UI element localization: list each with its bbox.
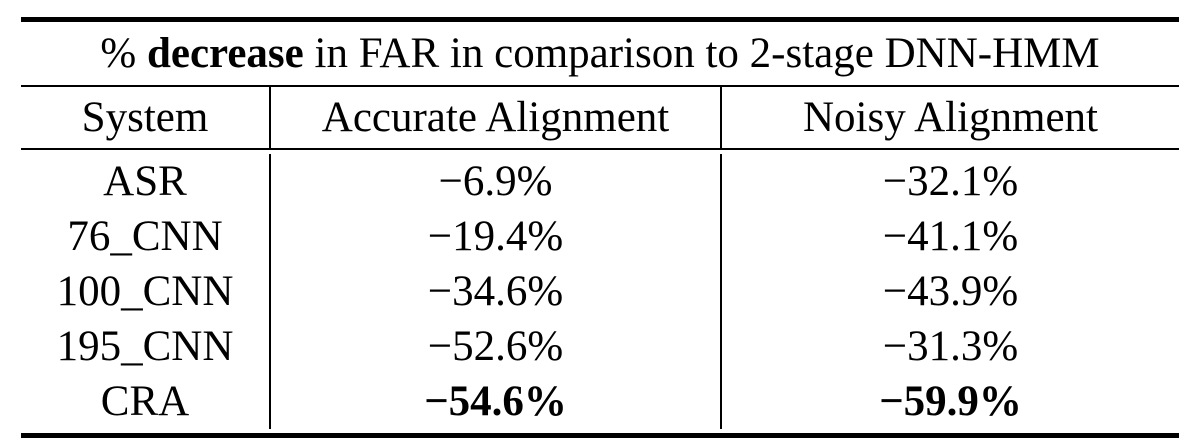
row-system-cell: 76_CNN [67,213,223,260]
table-body: ASR −6.9% −32.1% 76_CNN −19.4% −41.1% 100_CNN −… [21,150,1179,433]
bottom-rule [21,433,1179,438]
row-system-cell: 195_CNN [56,323,234,370]
caption-bold-word: decrease [146,30,304,77]
header-row: System Accurate Alignment Noisy Alignmen… [21,87,1179,148]
row-accurate-cell: −52.6% [269,319,720,374]
header-system: System [81,94,209,141]
caption-prefix: % [100,30,137,77]
header-rule [21,148,1179,150]
row-accurate-cell: −54.6% [269,374,720,429]
row-noisy-cell: −32.1% [720,154,1179,209]
row-accurate-cell: −34.6% [269,264,720,319]
row-noisy-cell: −43.9% [720,264,1179,319]
results-table: % decrease in FAR in comparison to 2-sta… [21,17,1179,438]
caption-rest: in FAR in comparison to 2-stage DNN-HMM [314,30,1100,77]
row-noisy-cell: −59.9% [720,374,1179,429]
header-noisy-alignment: Noisy Alignment [720,87,1179,148]
caption-rule [21,85,1179,87]
row-noisy-cell: −31.3% [720,319,1179,374]
row-accurate-cell: −6.9% [269,154,720,209]
row-system-cell: ASR [103,158,187,205]
top-rule [21,17,1179,22]
row-noisy-cell: −41.1% [720,209,1179,264]
row-accurate-cell: −19.4% [269,209,720,264]
row-system-cell: 100_CNN [56,268,234,315]
row-system-cell: CRA [100,378,190,425]
header-accurate-alignment: Accurate Alignment [269,87,720,148]
table-caption: % decrease in FAR in comparison to 2-sta… [21,22,1179,85]
